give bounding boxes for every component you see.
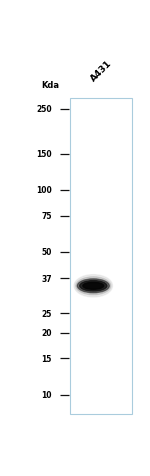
Text: 37: 37 [41, 274, 52, 283]
Ellipse shape [76, 277, 111, 295]
Text: 10: 10 [41, 390, 52, 399]
Ellipse shape [80, 281, 107, 291]
Text: 75: 75 [41, 211, 52, 220]
Text: 50: 50 [42, 248, 52, 257]
Ellipse shape [77, 279, 109, 293]
Text: 100: 100 [36, 186, 52, 195]
Text: 250: 250 [36, 105, 52, 114]
Bar [70, 99, 132, 415]
Ellipse shape [74, 275, 112, 298]
Text: 15: 15 [42, 354, 52, 363]
Text: Kda: Kda [41, 81, 59, 90]
Ellipse shape [83, 283, 104, 290]
Text: 25: 25 [42, 309, 52, 318]
Text: 20: 20 [41, 329, 52, 338]
Text: 150: 150 [36, 150, 52, 159]
Text: A431: A431 [88, 58, 113, 83]
